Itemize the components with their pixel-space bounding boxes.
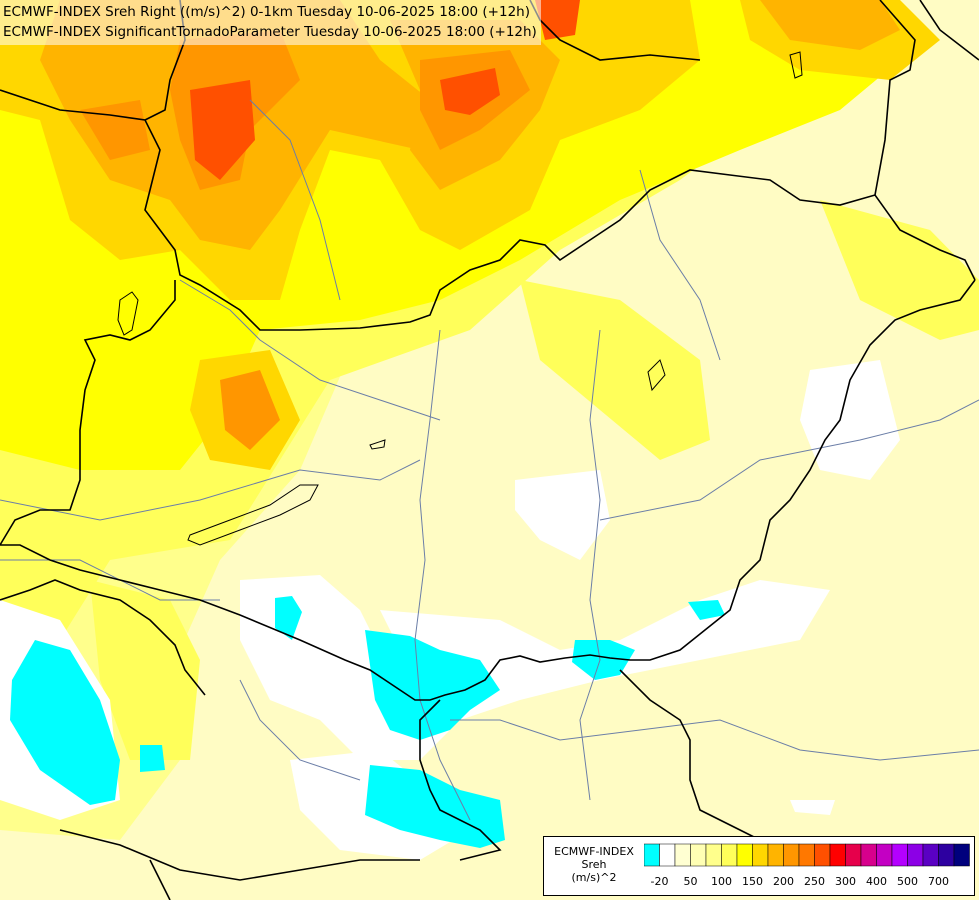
- legend-swatch: [659, 843, 676, 867]
- legend-swatch: [829, 843, 846, 867]
- legend-swatch: [752, 843, 769, 867]
- legend-title: ECMWF-INDEX Sreh (m/s)^2: [546, 845, 642, 884]
- legend-tick-label: 200: [773, 875, 794, 888]
- legend-swatch: [705, 843, 722, 867]
- legend-tick-label: 300: [835, 875, 856, 888]
- legend-swatch: [690, 843, 707, 867]
- legend-tick-label: 250: [804, 875, 825, 888]
- legend-swatch: [907, 843, 924, 867]
- legend-title-line-3: (m/s)^2: [571, 871, 617, 884]
- rivers: [0, 99, 979, 821]
- legend-swatch: [845, 843, 862, 867]
- legend-swatch: [814, 843, 831, 867]
- legend-tick-label: 100: [711, 875, 732, 888]
- legend-swatch: [767, 843, 784, 867]
- legend-title-line-2: Sreh: [581, 858, 607, 871]
- legend-swatch: [736, 843, 753, 867]
- color-legend: ECMWF-INDEX Sreh (m/s)^2 -20 50 100 150 200 2…: [543, 836, 975, 896]
- legend-tick-label: 500: [897, 875, 918, 888]
- legend-title-line-1: ECMWF-INDEX: [554, 845, 634, 858]
- legend-swatch: [798, 843, 815, 867]
- map-title-box: ECMWF-INDEX Sreh Right ((m/s)^2) 0-1km T…: [0, 0, 541, 45]
- legend-swatch: [922, 843, 939, 867]
- legend-tick-label: 400: [866, 875, 887, 888]
- legend-swatch: [721, 843, 738, 867]
- map-title-line-1: ECMWF-INDEX Sreh Right ((m/s)^2) 0-1km T…: [3, 4, 530, 20]
- legend-tick-label: 150: [742, 875, 763, 888]
- lakes: [117, 51, 803, 546]
- sreh-field-orange: [0, 0, 940, 470]
- legend-tick-label: 50: [683, 875, 698, 888]
- legend-swatch: [938, 843, 955, 867]
- legend-swatch: [783, 843, 800, 867]
- legend-swatch: [674, 843, 691, 867]
- legend-swatch: [876, 843, 893, 867]
- legend-color-bar: [644, 843, 970, 867]
- legend-swatch: [860, 843, 877, 867]
- sreh-field-cyan: [10, 596, 725, 848]
- legend-tick-label: -20: [650, 875, 669, 888]
- legend-tick-label: 700: [928, 875, 949, 888]
- legend-swatch: [953, 843, 970, 867]
- legend-swatch: [891, 843, 908, 867]
- map-title-line-2: ECMWF-INDEX SignificantTornadoParameter …: [3, 24, 537, 40]
- legend-swatch: [644, 843, 660, 867]
